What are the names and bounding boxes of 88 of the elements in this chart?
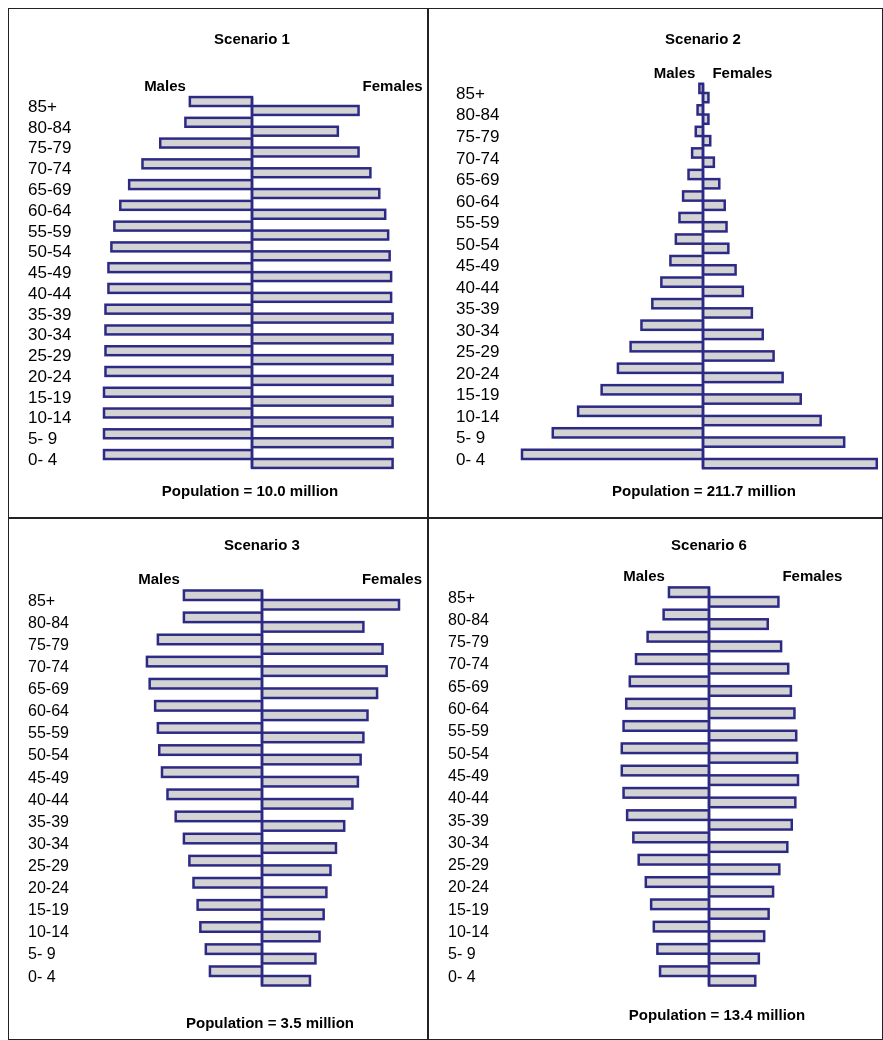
y-tick-label: 45-49 [28,263,72,283]
y-tick-label: 75-79 [448,633,490,651]
series-label: Males [653,63,696,81]
y-tick-label: 35-39 [448,811,490,829]
y-tick-label: 50-54 [28,242,72,262]
series-label: Males [623,567,665,585]
y-tick-label: 5- 9 [448,945,476,963]
text: Population = 10.0 million [161,482,339,499]
y-tick-label: 55-59 [456,213,500,233]
y-tick-label: 25-29 [28,857,70,875]
chart-title: Scenario 3 [224,536,300,553]
y-tick-label: 20-24 [28,879,70,897]
y-tick-label: 65-69 [28,180,72,200]
y-tick-label: 20-24 [456,363,500,383]
y-tick-label: 30-34 [28,834,70,852]
chart-title: Scenario 2 [665,30,741,47]
y-tick-label: 45-49 [456,256,500,276]
y-tick-label: 5- 9 [28,429,58,449]
y-tick-label: 10-14 [456,406,500,426]
y-tick-label: 15-19 [28,387,72,407]
y-tick-label: 30-34 [448,833,490,851]
y-tick-label: 15-19 [28,901,70,919]
y-tick-label: 65-69 [448,677,490,695]
y-tick-label: 70-74 [456,148,500,168]
y-tick-label: 5- 9 [28,945,56,963]
y-tick-label: 80-84 [28,117,72,137]
y-tick-label: 50-54 [456,234,500,254]
y-tick-label: 80-84 [448,610,490,628]
y-tick-label: 75-79 [28,635,70,653]
y-tick-label: 65-69 [456,170,500,190]
y-tick-label: 70-74 [28,657,70,675]
y-tick-label: 85+ [456,83,485,103]
y-tick-label: 85+ [448,588,476,606]
text: Population = 13.4 million [628,1006,806,1023]
series-label: Males [144,77,186,95]
y-tick-label: 40-44 [456,277,500,297]
y-tick-label: 55-59 [28,221,72,241]
text: Population = 211.7 million [612,482,796,499]
y-tick-label: 20-24 [448,878,490,896]
y-tick-label: 35-39 [28,304,72,324]
series-label: Females [362,77,423,95]
y-tick-label: 65-69 [28,680,70,698]
text: Population = 3.5 million [186,1014,354,1031]
y-tick-label: 60-64 [28,702,70,720]
y-tick-label: 35-39 [456,299,500,319]
y-tick-label: 15-19 [456,385,500,405]
y-tick-label: 35-39 [28,812,70,830]
y-tick-label: 75-79 [28,138,72,158]
y-tick-label: 80-84 [28,613,70,631]
y-tick-label: 25-29 [28,346,72,366]
y-tick-label: 50-54 [448,744,490,762]
series-label: Females [782,567,843,585]
y-tick-label: 10-14 [448,923,490,941]
y-tick-label: 70-74 [448,655,490,673]
y-tick-label: 30-34 [456,320,500,340]
y-tick-label: 55-59 [448,722,490,740]
y-tick-label: 5- 9 [456,428,486,448]
y-tick-label: 0- 4 [456,449,486,469]
y-tick-label: 50-54 [28,746,70,764]
y-tick-label: 40-44 [448,789,490,807]
y-tick-label: 0- 4 [448,967,476,985]
y-tick-label: 25-29 [456,342,500,362]
y-tick-label: 80-84 [456,105,500,125]
y-tick-label: 30-34 [28,325,72,345]
y-tick-label: 75-79 [456,127,500,147]
y-tick-label: 85+ [28,591,56,609]
y-tick-label: 55-59 [28,724,70,742]
y-tick-label: 85+ [28,96,57,116]
y-tick-label: 60-64 [448,700,490,718]
y-tick-label: 0- 4 [28,967,56,985]
y-tick-label: 45-49 [448,766,490,784]
y-tick-label: 0- 4 [28,449,58,469]
y-tick-label: 10-14 [28,923,70,941]
y-tick-label: 45-49 [28,768,70,786]
y-tick-label: 60-64 [456,191,500,211]
y-tick-label: 20-24 [28,366,72,386]
y-tick-label: 25-29 [448,856,490,874]
series-label: Females [712,63,773,81]
series-label: Males [138,570,180,588]
chart-title: Scenario 6 [671,536,747,553]
y-tick-label: 15-19 [448,900,490,918]
y-tick-label: 40-44 [28,283,72,303]
chart-title: Scenario 1 [214,30,290,47]
y-tick-label: 40-44 [28,790,70,808]
y-tick-label: 70-74 [28,159,72,179]
series-label: Females [361,570,422,588]
y-tick-label: 60-64 [28,200,72,220]
y-tick-label: 10-14 [28,408,72,428]
